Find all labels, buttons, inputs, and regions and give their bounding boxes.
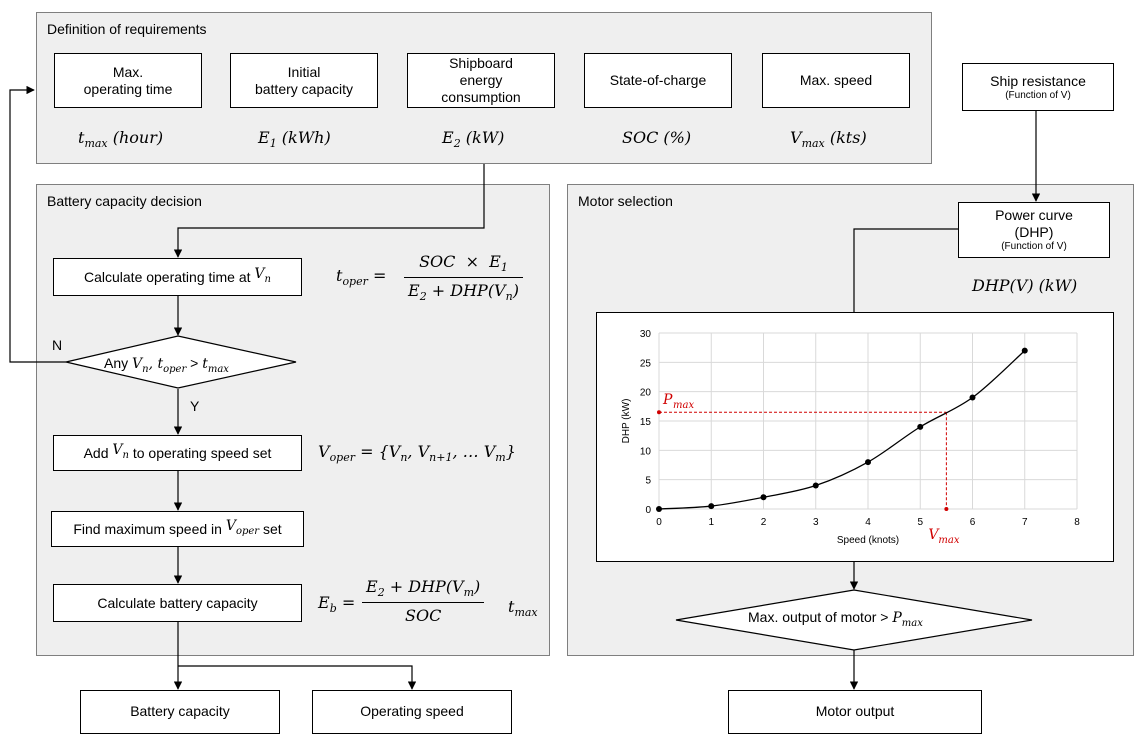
dhp-chart: 0 1 2 3 4 5 6 7 8 0 5 10 15 20 25 30 Speed (knots) DHP (k… (596, 312, 1114, 562)
dhp-data-point (1021, 347, 1028, 354)
symbol-v-max-letter: V (790, 128, 802, 147)
y-tick-label: 0 (645, 505, 651, 516)
decision-operating-time-text: Any Vn, toper > tmax (104, 355, 229, 375)
symbol-e2-sub: 2 (453, 137, 461, 151)
dhp-data-point (708, 503, 715, 510)
requirements-title: Definition of requirements (47, 21, 207, 37)
operating-speed-output: Operating speed (312, 690, 512, 734)
requirement-box-initial-battery-capacity: Initial battery capacity (230, 53, 378, 108)
power-curve-sublabel: (Function of V) (1001, 241, 1067, 252)
y-tick-label: 15 (640, 417, 652, 428)
requirement-box-state-of-charge: State-of-charge (584, 53, 732, 108)
symbol-t-max-letter: t (78, 128, 85, 147)
p-max-label: P (662, 392, 673, 408)
x-tick-label: 1 (708, 517, 714, 528)
motor-panel-title: Motor selection (578, 193, 673, 209)
calc-operating-time-label: Calculate operating time at (83, 268, 251, 285)
formula-eb-fraction: E2 + DHP(Vm) SOC (362, 577, 485, 625)
formula-t-oper-fraction: SOC × E1 E2 + DHP(Vn) (404, 252, 523, 303)
dhp-data-point (865, 459, 871, 466)
y-axis-label: DHP (kW) (621, 399, 632, 444)
power-curve-box: Power curve (DHP) (Function of V) (958, 202, 1110, 258)
add-speed-box: Add Vn to operating speed set (53, 435, 302, 471)
formula-eb-t-max: tmax (508, 597, 538, 620)
power-curve-label: Power curve (DHP) (995, 207, 1073, 240)
symbol-e2-letter: E (442, 128, 454, 147)
x-tick-label: 3 (813, 517, 819, 528)
decision-any-label: Any (104, 355, 129, 371)
symbol-t-max-unit: (hour) (112, 128, 164, 147)
dhp-label: DHP(V) (kW) (972, 276, 1078, 295)
motor-decision-label: Max. output of motor > (748, 609, 889, 625)
symbol-soc-letter: SOC (622, 128, 659, 147)
find-max-speed-label-rest: set (262, 520, 282, 537)
requirement-box-max-speed: Max. speed (762, 53, 910, 108)
symbol-e1: E1 (kWh) (258, 128, 331, 150)
y-tick-label: 5 (645, 476, 651, 487)
symbol-soc-unit: (%) (663, 128, 692, 147)
formula-t-oper-lhs: toper = (336, 266, 387, 289)
formula-v-oper: Voper = {Vn, Vn+1, … Vm} (318, 442, 516, 465)
dhp-data-point (812, 482, 819, 489)
p-max-dot (657, 410, 661, 415)
v-max-dot (944, 507, 949, 511)
dhp-series-line (658, 350, 1026, 510)
ship-resistance-label: Ship resistance (990, 72, 1086, 89)
formula-eb-lhs: Eb = (318, 593, 356, 616)
symbol-e1-letter: E (258, 128, 270, 147)
symbol-soc: SOC (%) (622, 128, 691, 147)
symbol-t-max-sub: max (84, 137, 108, 151)
v-max-label-sub: max (938, 535, 959, 546)
x-tick-label: 0 (656, 517, 662, 528)
ship-resistance-sublabel: (Function of V) (1005, 89, 1071, 101)
symbol-e2: E2 (kW) (442, 128, 504, 150)
symbol-e1-unit: (kWh) (281, 128, 331, 147)
symbol-e2-unit: (kW) (465, 128, 505, 147)
dhp-data-point (760, 494, 767, 501)
x-tick-label: 4 (865, 517, 871, 528)
x-tick-label: 7 (1022, 517, 1028, 528)
symbol-t-max: tmax (hour) (78, 128, 163, 150)
symbol-v-max-unit: (kts) (829, 128, 867, 147)
add-speed-label-rest: to operating speed set (132, 444, 272, 461)
decision-no-label: N (52, 337, 63, 353)
battery-capacity-output: Battery capacity (80, 690, 280, 734)
add-speed-label: Add (83, 444, 109, 461)
battery-panel-title: Battery capacity decision (47, 193, 202, 209)
decision-yes-label: Y (190, 398, 200, 414)
calc-battery-capacity-box: Calculate battery capacity (53, 584, 302, 622)
y-tick-label: 10 (640, 446, 652, 457)
x-tick-label: 5 (917, 517, 923, 528)
calc-battery-capacity-label: Calculate battery capacity (97, 594, 258, 611)
x-tick-label: 2 (761, 517, 767, 528)
symbol-e1-sub: 1 (269, 137, 277, 151)
find-max-speed-label: Find maximum speed in (73, 520, 222, 537)
dhp-data-point (917, 423, 924, 430)
v-max-label: V (928, 527, 940, 543)
ship-resistance-box: Ship resistance (Function of V) (962, 63, 1114, 111)
find-max-speed-box: Find maximum speed in Voper set (51, 511, 304, 547)
dhp-data-point (656, 506, 662, 512)
x-axis-label: Speed (knots) (837, 535, 899, 546)
x-tick-label: 8 (1074, 517, 1080, 528)
y-tick-label: 20 (640, 388, 652, 399)
y-tick-label: 30 (640, 329, 652, 340)
y-tick-label: 25 (640, 358, 652, 369)
symbol-v-max: Vmax (kts) (790, 128, 867, 150)
dhp-data-point (969, 394, 976, 401)
dhp-chart-svg: 0 1 2 3 4 5 6 7 8 0 5 10 15 20 25 30 Speed (knots) DHP (k… (621, 329, 1080, 546)
p-max-label-sub: max (673, 400, 694, 411)
motor-output: Motor output (728, 690, 982, 734)
x-tick-label: 6 (970, 517, 976, 528)
requirement-box-max-operating-time: Max. operating time (54, 53, 202, 108)
requirement-box-energy-consumption: Shipboard energy consumption (407, 53, 555, 108)
symbol-v-max-sub: max (801, 137, 825, 151)
calc-operating-time-box: Calculate operating time at Vn (53, 258, 302, 296)
motor-decision-text: Max. output of motor > Pmax (748, 609, 923, 629)
